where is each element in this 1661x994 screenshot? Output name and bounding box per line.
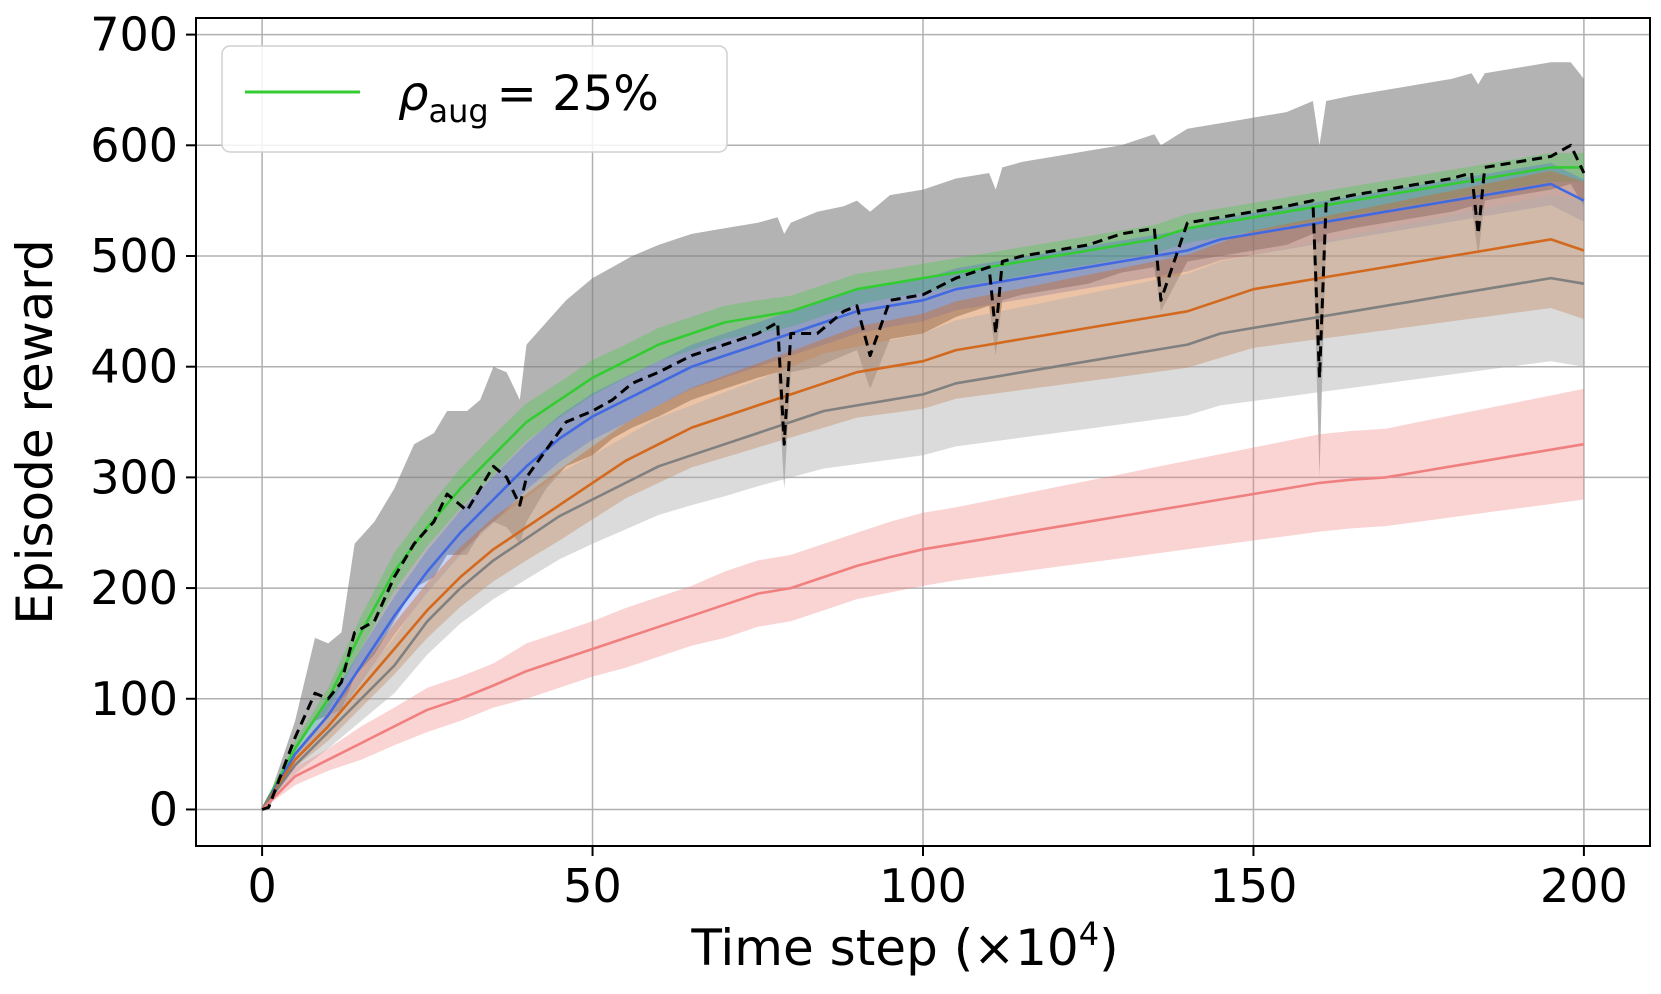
legend-label: ρaug = 25% bbox=[398, 66, 659, 130]
y-tick-label: 300 bbox=[90, 450, 178, 504]
x-tick-label: 150 bbox=[1210, 859, 1298, 913]
x-axis-title: Time step (×104) bbox=[690, 915, 1118, 977]
line-red bbox=[261, 442, 1585, 811]
legend: ρaug = 25% bbox=[221, 45, 728, 153]
x-tick-label: 50 bbox=[563, 859, 622, 913]
band-green bbox=[262, 153, 1584, 810]
y-tick-label: 500 bbox=[90, 229, 178, 283]
x-tick-label: 200 bbox=[1540, 859, 1628, 913]
y-tick-label: 700 bbox=[90, 8, 178, 62]
series-lines bbox=[260, 143, 1586, 811]
band-gray bbox=[262, 195, 1584, 810]
x-tick-label: 100 bbox=[879, 859, 967, 913]
line-black-dashed bbox=[261, 143, 1586, 811]
y-tick-label: 0 bbox=[149, 782, 178, 836]
band-black-dashed bbox=[262, 62, 1584, 810]
axis-ticks: 0 50 100 150 200 0 100 200 300 400 500 600 700 bbox=[90, 8, 1628, 913]
band-orange bbox=[262, 170, 1584, 810]
band-blue bbox=[262, 163, 1584, 810]
line-blue bbox=[260, 182, 1585, 811]
legend-box bbox=[221, 45, 728, 153]
line-orange bbox=[261, 238, 1585, 811]
y-tick-label: 100 bbox=[90, 672, 178, 726]
line-green bbox=[260, 166, 1584, 811]
y-tick-label: 200 bbox=[90, 561, 178, 615]
x-tick-label: 0 bbox=[247, 859, 276, 913]
y-tick-label: 600 bbox=[90, 118, 178, 172]
line-gray bbox=[261, 276, 1585, 811]
y-tick-label: 400 bbox=[90, 340, 178, 394]
y-axis-title: Episode reward bbox=[6, 239, 64, 624]
